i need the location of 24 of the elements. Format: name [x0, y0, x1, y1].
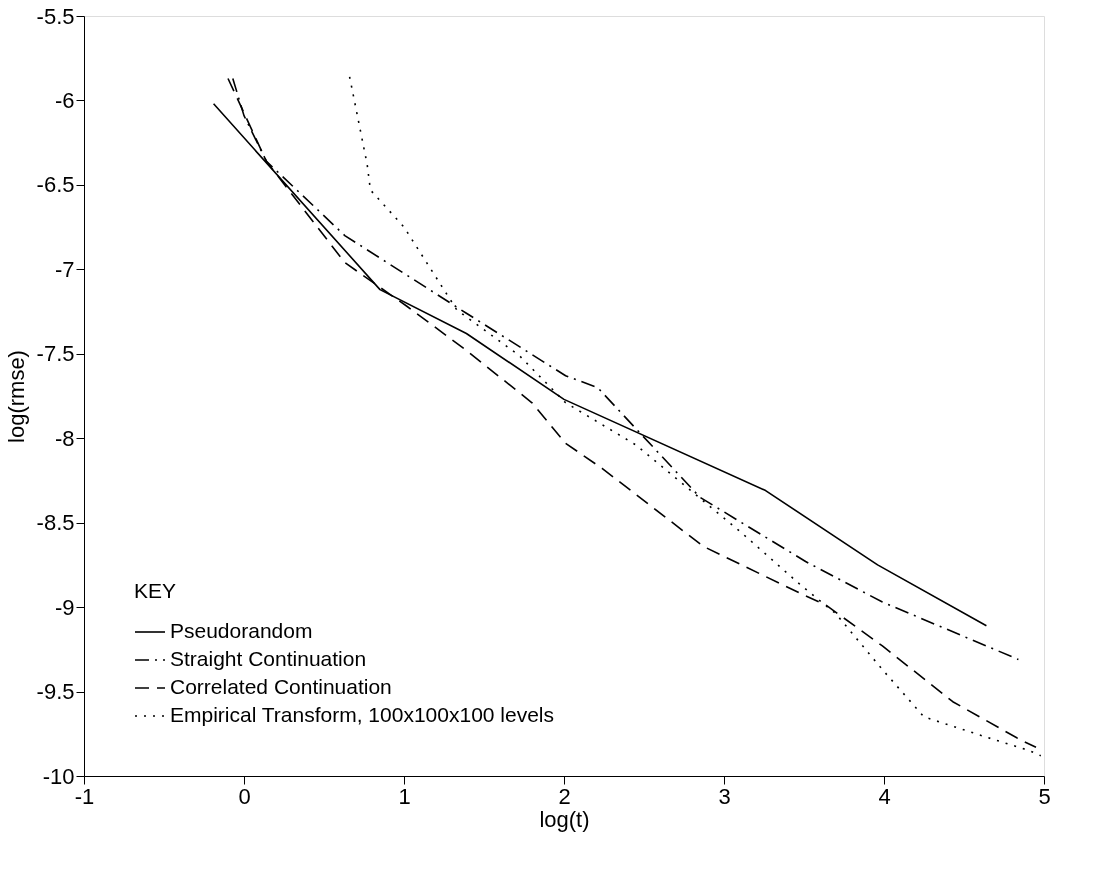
legend-label: Pseudorandom — [170, 619, 313, 642]
y-tick-label: -9 — [54, 594, 75, 620]
y-tick-label: -8 — [54, 425, 75, 451]
x-tick-label: 5 — [1038, 783, 1051, 809]
y-tick-label: -8.5 — [36, 510, 75, 536]
x-tick-label: 4 — [878, 783, 891, 809]
y-tick-label: -9.5 — [36, 679, 75, 705]
x-tick-label: 0 — [238, 783, 251, 809]
legend-label: Empirical Transform, 100x100x100 levels — [170, 703, 555, 726]
y-tick-label: -10 — [42, 763, 75, 789]
legend-title: KEY — [134, 579, 177, 602]
y-tick-label: -6 — [54, 87, 75, 113]
y-tick-label: -6.5 — [36, 172, 75, 198]
y-axis-title: log(rmse) — [3, 350, 29, 443]
x-tick-label: 1 — [398, 783, 411, 809]
legend-label: Correlated Continuation — [170, 675, 392, 698]
y-tick-label: -7.5 — [36, 341, 75, 367]
y-tick-label: -5.5 — [36, 3, 75, 29]
x-tick-label: -1 — [74, 783, 95, 809]
legend-label: Straight Continuation — [170, 647, 367, 670]
x-tick-label: 3 — [718, 783, 731, 809]
y-tick-label: -7 — [54, 256, 75, 282]
x-tick-label: 2 — [558, 783, 571, 809]
x-axis-title: log(t) — [539, 806, 590, 832]
